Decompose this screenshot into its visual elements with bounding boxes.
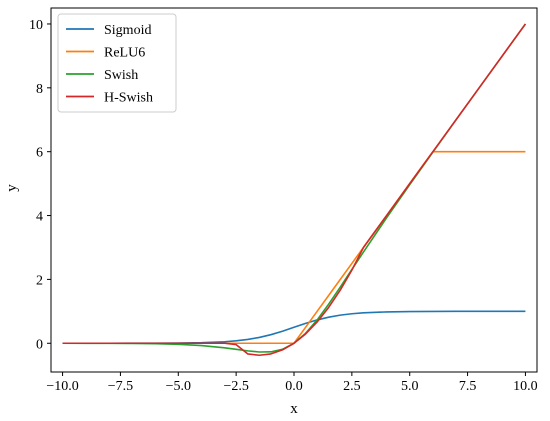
y-tick-label: 4 [36, 210, 43, 225]
y-tick-label: 2 [36, 273, 43, 288]
y-tick-label: 8 [36, 82, 43, 97]
plot-frame [50, 7, 538, 373]
y-tick-label: 10 [29, 18, 43, 33]
series-line-h-swish [62, 23, 527, 357]
x-tick-label: −7.5 [108, 379, 133, 394]
y-axis-label: y [4, 184, 20, 192]
x-axis-label: x [290, 401, 298, 417]
x-tick-label: 2.5 [343, 379, 361, 394]
legend-box [57, 13, 177, 113]
x-tick-label: 0.0 [285, 379, 303, 394]
legend-label: Swish [104, 68, 138, 83]
legend-label: H-Swish [104, 91, 153, 106]
ticks-layer: −10.0 −7.5 −5.0 −2.5 0.0 2.5 5.0 7.5 10.0 0 2 4 6 8 10 [29, 18, 538, 394]
x-tick-label: 10.0 [513, 379, 538, 394]
y-tick-label: 6 [36, 146, 43, 161]
y-tick-label: 0 [36, 337, 43, 352]
x-tick-label: 7.5 [459, 379, 477, 394]
x-tick-label: −10.0 [46, 379, 78, 394]
x-tick-label: −5.0 [166, 379, 191, 394]
legend: Sigmoid ReLU6 Swish H-Swish [57, 13, 177, 113]
x-tick-label: −2.5 [223, 379, 248, 394]
legend-label: Sigmoid [104, 23, 151, 38]
series-line-sigmoid [62, 310, 526, 345]
x-tick-label: 5.0 [401, 379, 419, 394]
legend-label: ReLU6 [104, 46, 145, 61]
series-line-relu6 [62, 150, 526, 345]
series-layer [62, 23, 527, 357]
